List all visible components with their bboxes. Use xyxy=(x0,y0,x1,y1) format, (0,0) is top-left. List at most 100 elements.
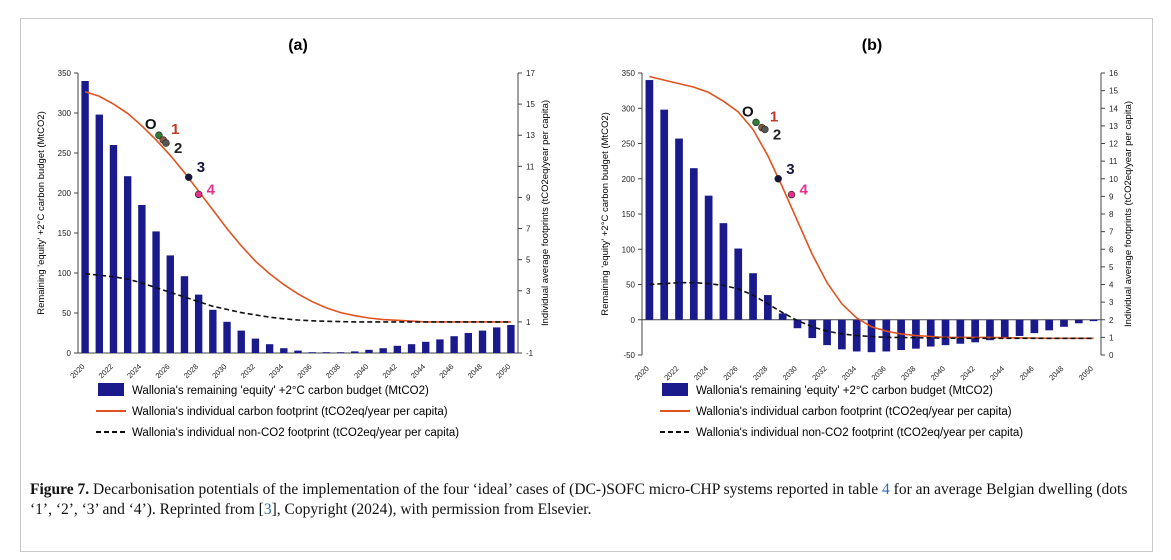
y2-tick-label: 13 xyxy=(526,131,535,140)
bar xyxy=(308,352,316,353)
bar xyxy=(971,319,979,343)
bar xyxy=(912,319,920,349)
y2-tick-label: 8 xyxy=(1109,210,1114,219)
bar xyxy=(1000,319,1009,339)
caption-text-1: Decarbonisation potentials of the implem… xyxy=(89,481,883,498)
bar xyxy=(450,336,458,353)
bar xyxy=(365,349,373,353)
legend-label: Wallonia's individual non-CO2 footprint … xyxy=(696,427,1023,439)
x-tick-label: 2030 xyxy=(781,364,799,382)
y-tick-label: 0 xyxy=(631,316,636,325)
x-tick-label: 2036 xyxy=(295,362,313,380)
y2-tick-label: 2 xyxy=(1109,316,1114,325)
legend-label: Wallonia's individual non-CO2 footprint … xyxy=(132,427,459,439)
bar xyxy=(336,352,345,353)
y2-tick-label: 10 xyxy=(1109,175,1118,184)
x-tick-label: 2046 xyxy=(437,362,455,380)
x-tick-label: 2050 xyxy=(494,362,512,380)
case-dot-4 xyxy=(787,190,796,199)
x-tick-label: 2048 xyxy=(466,362,484,380)
bar xyxy=(123,176,132,353)
bar xyxy=(956,319,965,344)
x-tick-label: 2028 xyxy=(182,362,200,380)
y2-tick-label: 6 xyxy=(1109,245,1114,254)
legend-label: Wallonia's individual carbon footprint (… xyxy=(696,406,1012,418)
x-tick-label: 2044 xyxy=(409,362,427,380)
y-tick-label: 200 xyxy=(622,175,636,184)
bar xyxy=(704,195,713,320)
case-label-3: 3 xyxy=(197,159,205,176)
x-tick-label: 2026 xyxy=(154,362,172,380)
y2-tick-label: 3 xyxy=(526,287,531,296)
y2-tick-label: -1 xyxy=(526,349,534,358)
case-label-2: 2 xyxy=(773,126,781,143)
x-tick-label: 2034 xyxy=(267,362,285,380)
caption-text-3: ], Copyright (2024), with permission fro… xyxy=(271,501,592,518)
legend-footprint-entry: Wallonia's individual carbon footprint (… xyxy=(660,406,1012,418)
x-tick-label: 2022 xyxy=(662,364,680,382)
legend-swatch-bar xyxy=(98,383,124,396)
y2-tick-label: 1 xyxy=(526,318,531,327)
bar xyxy=(464,333,473,353)
case-label-1: 1 xyxy=(770,109,778,126)
bar xyxy=(926,319,935,347)
case-label-3: 3 xyxy=(786,161,794,178)
case-dot-3 xyxy=(185,173,193,181)
bar xyxy=(1015,319,1024,336)
y2-tick-label: 15 xyxy=(1109,87,1118,96)
y-tick-label: 150 xyxy=(622,210,636,219)
bar xyxy=(734,248,743,320)
bar xyxy=(95,114,103,353)
x-tick-label: 2036 xyxy=(870,364,888,382)
y-tick-label: 50 xyxy=(626,281,635,290)
y2-tick-label: 11 xyxy=(1109,157,1118,166)
x-tick-label: 2048 xyxy=(1047,364,1065,382)
footprint-line xyxy=(649,75,1094,340)
nonco2-dashed-line xyxy=(649,281,1094,340)
y-tick-label: 100 xyxy=(622,245,636,254)
y2-axis-label: Individual average footprints (tCO2eq/ye… xyxy=(540,100,551,326)
bar xyxy=(1045,319,1054,331)
y2-tick-label: 13 xyxy=(1109,122,1118,131)
x-tick-label: 2040 xyxy=(929,364,947,382)
y2-tick-label: 3 xyxy=(1109,298,1114,307)
y2-tick-label: 14 xyxy=(1109,104,1118,113)
case-dot-O xyxy=(155,131,163,139)
case-label-O: O xyxy=(145,116,157,133)
bar xyxy=(209,309,217,353)
y-tick-label: 350 xyxy=(622,69,636,78)
x-tick-label: 2024 xyxy=(692,364,710,382)
case-label-1: 1 xyxy=(171,121,179,138)
bar xyxy=(180,276,189,353)
x-tick-label: 2040 xyxy=(352,362,370,380)
bar xyxy=(897,319,905,351)
y2-tick-label: 9 xyxy=(526,193,531,202)
bar xyxy=(81,81,89,353)
chart-panel-a: (a)050100150200250300350-11357911131517R… xyxy=(36,37,551,439)
bar xyxy=(1060,319,1068,327)
y-tick-label: 350 xyxy=(58,69,72,78)
y2-tick-label: 11 xyxy=(526,162,535,171)
y2-tick-label: 5 xyxy=(526,256,531,265)
bar xyxy=(422,341,430,353)
y-tick-label: 0 xyxy=(67,349,72,358)
legend-label: Wallonia's remaining 'equity' +2°C carbo… xyxy=(132,385,429,397)
legend-nonco2-entry: Wallonia's individual non-CO2 footprint … xyxy=(96,427,459,439)
caption-citation-link[interactable]: 3 xyxy=(263,501,272,518)
bar xyxy=(194,294,203,353)
caption-table-link[interactable]: 4 xyxy=(882,481,890,498)
bar xyxy=(294,350,302,353)
y2-tick-label: 17 xyxy=(526,69,535,78)
y-tick-label: -50 xyxy=(623,351,635,360)
x-tick-label: 2020 xyxy=(633,364,651,382)
bar xyxy=(265,344,274,353)
bar xyxy=(478,330,487,353)
bar xyxy=(689,168,698,320)
y-tick-label: 50 xyxy=(62,309,71,318)
bar xyxy=(764,295,772,320)
x-tick-label: 2026 xyxy=(721,364,739,382)
case-dot-4 xyxy=(194,190,203,199)
case-dot-2 xyxy=(162,139,170,147)
y-tick-label: 300 xyxy=(58,109,72,118)
bar xyxy=(251,338,260,353)
